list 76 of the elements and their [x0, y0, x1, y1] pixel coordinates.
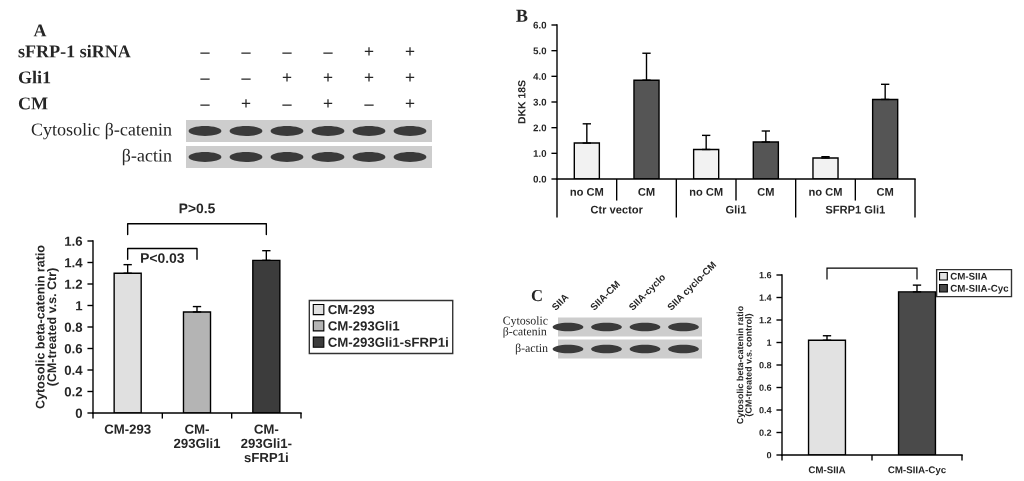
category-label: CM — [18, 97, 48, 110]
legend-label: CM-293 — [328, 304, 375, 315]
y-tick-label: 1.2 — [65, 279, 83, 289]
y-tick-label: 0.4 — [759, 406, 772, 414]
text: + — [364, 47, 374, 56]
y-tick-label: 0.4 — [64, 365, 83, 375]
y-tick-label: 1.6 — [759, 271, 772, 279]
y-tick-label: 3.0 — [533, 98, 547, 106]
y-tick-label: 0 — [766, 451, 772, 459]
text: – — [282, 52, 292, 54]
text: – — [364, 104, 374, 106]
text: P>0.5 — [179, 203, 215, 214]
category-label: Cytosolic β-catenin — [503, 316, 548, 338]
text: no CM — [570, 187, 604, 196]
text: + — [241, 99, 251, 108]
y-tick-label: 0.8 — [64, 322, 83, 332]
y-tick-label: 0.0 — [533, 175, 547, 183]
y-tick-label: 2.0 — [533, 124, 547, 132]
category-label: β-actin — [122, 148, 172, 166]
text: no CM — [809, 187, 842, 196]
x-tick-label: Gli1 — [725, 205, 747, 214]
text: – — [282, 104, 292, 106]
category-label: sFRP-1 siRNA — [18, 44, 131, 58]
y-tick-label: 1.4 — [759, 294, 772, 301]
legend-label: CM-SIIA — [950, 272, 988, 280]
text: + — [405, 73, 415, 82]
y-tick-label: 0 — [75, 408, 83, 418]
text: – — [200, 78, 210, 80]
text: + — [323, 99, 333, 108]
y-axis-title: Cytosolic beta-catenin ratio (CM-treated v.s. Ctr) — [35, 245, 59, 409]
y-tick-label: 1.6 — [65, 236, 83, 246]
y-tick-label: 1 — [767, 339, 772, 346]
text: – — [241, 78, 251, 80]
text: – — [200, 52, 210, 54]
category-label: SIIA — [551, 293, 570, 311]
text: CM — [757, 187, 774, 196]
legend-label: CM-293Gli1 — [328, 320, 400, 331]
text: – — [200, 104, 210, 106]
text: – — [323, 52, 333, 54]
text: + — [364, 73, 374, 82]
x-tick-label: CM- 293Gli1 — [173, 424, 221, 449]
x-tick-label: Ctr vector — [590, 205, 643, 214]
x-tick-label: SFRP1 Gli1 — [825, 205, 885, 214]
series-label: no CM — [689, 187, 723, 196]
chart-title: B — [516, 9, 528, 22]
category-label: β-actin — [515, 343, 548, 355]
legend-label: CM-SIIA-Cyc — [950, 284, 1009, 294]
text: C — [531, 289, 542, 302]
y-tick-label: 0.8 — [759, 361, 772, 369]
category-label: Cytosolic β-catenin — [31, 122, 172, 140]
y-axis-title: Cytosolic beta-catenin ratio (CM-treated v.s. control) — [736, 306, 754, 424]
text: – — [241, 52, 251, 54]
y-tick-label: 0.6 — [759, 384, 772, 391]
y-tick-label: 0.2 — [759, 429, 772, 436]
y-tick-label: 4.0 — [533, 73, 547, 80]
text: + — [282, 73, 292, 82]
y-tick-label: 0.6 — [64, 344, 83, 354]
text: CM — [876, 187, 894, 196]
y-tick-label: 5.0 — [533, 47, 547, 55]
annotation: P<0.03 — [141, 253, 185, 263]
y-tick-label: 1 — [76, 301, 83, 311]
x-tick-label: CM-293 — [104, 424, 151, 434]
y-axis-title: DKK 18S — [518, 80, 526, 124]
y-tick-label: 1.2 — [759, 316, 772, 324]
legend-label: CM — [638, 187, 655, 196]
text: + — [323, 73, 333, 82]
y-tick-label: 6.0 — [533, 21, 547, 29]
legend-label: CM-293Gli1-sFRP1i — [328, 337, 448, 347]
y-tick-label: 1.4 — [65, 258, 83, 268]
text: + — [405, 99, 415, 108]
text: A — [33, 24, 47, 37]
y-tick-label: 0.2 — [64, 387, 83, 397]
category-label: Gli1 — [18, 70, 51, 84]
x-tick-label: CM- 293Gli1- sFRP1i — [241, 424, 292, 463]
text: + — [405, 47, 415, 56]
y-tick-label: 1.0 — [533, 150, 547, 157]
